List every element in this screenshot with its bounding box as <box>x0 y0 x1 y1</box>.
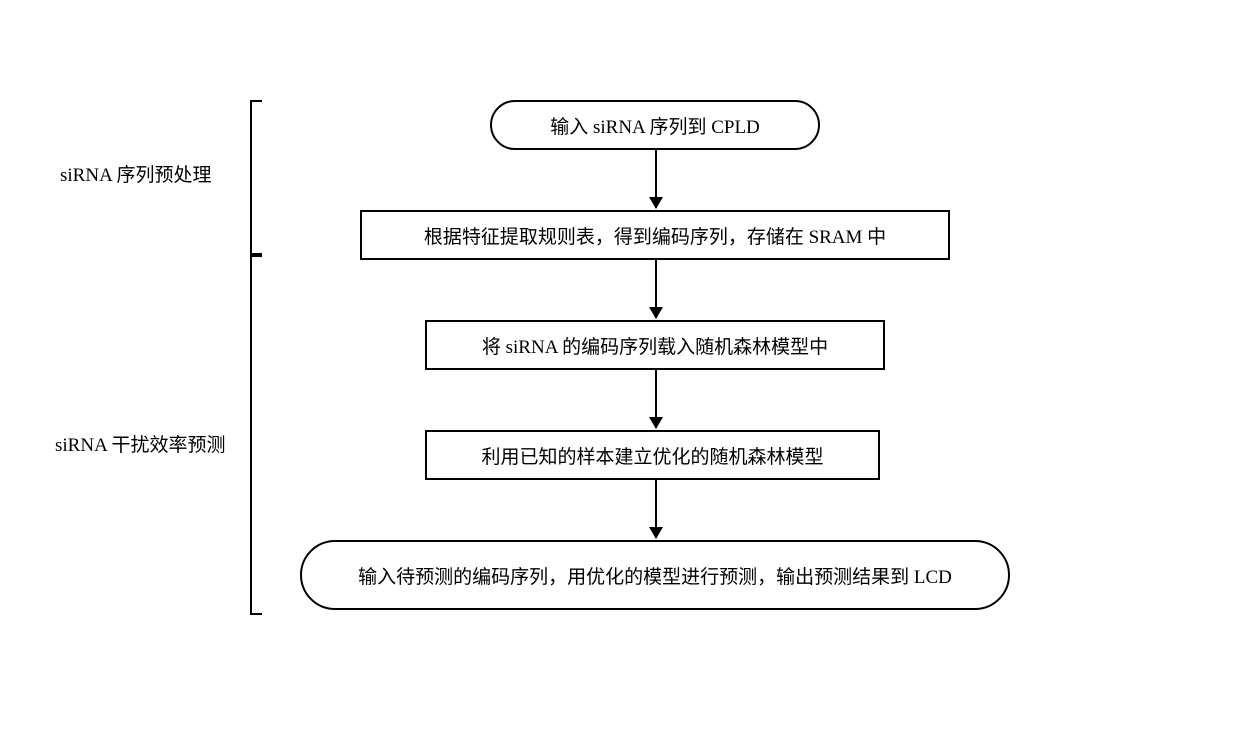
terminal-output: 输入待预测的编码序列，用优化的模型进行预测，输出预测结果到 LCD <box>300 540 1010 610</box>
terminal-input: 输入 siRNA 序列到 CPLD <box>490 100 820 150</box>
process-load: 将 siRNA 的编码序列载入随机森林模型中 <box>425 320 885 370</box>
flowchart-container: siRNA 序列预处理 siRNA 干扰效率预测 输入 siRNA 序列到 CP… <box>0 0 1240 748</box>
phase2-label: siRNA 干扰效率预测 <box>55 430 226 457</box>
arrow-3 <box>655 370 657 428</box>
process-extract: 根据特征提取规则表，得到编码序列，存储在 SRAM 中 <box>360 210 950 260</box>
phase1-label: siRNA 序列预处理 <box>60 160 212 187</box>
phase2-bracket <box>250 255 262 615</box>
arrow-1 <box>655 150 657 208</box>
arrow-4 <box>655 480 657 538</box>
arrow-2 <box>655 260 657 318</box>
phase1-bracket <box>250 100 262 255</box>
process-build: 利用已知的样本建立优化的随机森林模型 <box>425 430 880 480</box>
